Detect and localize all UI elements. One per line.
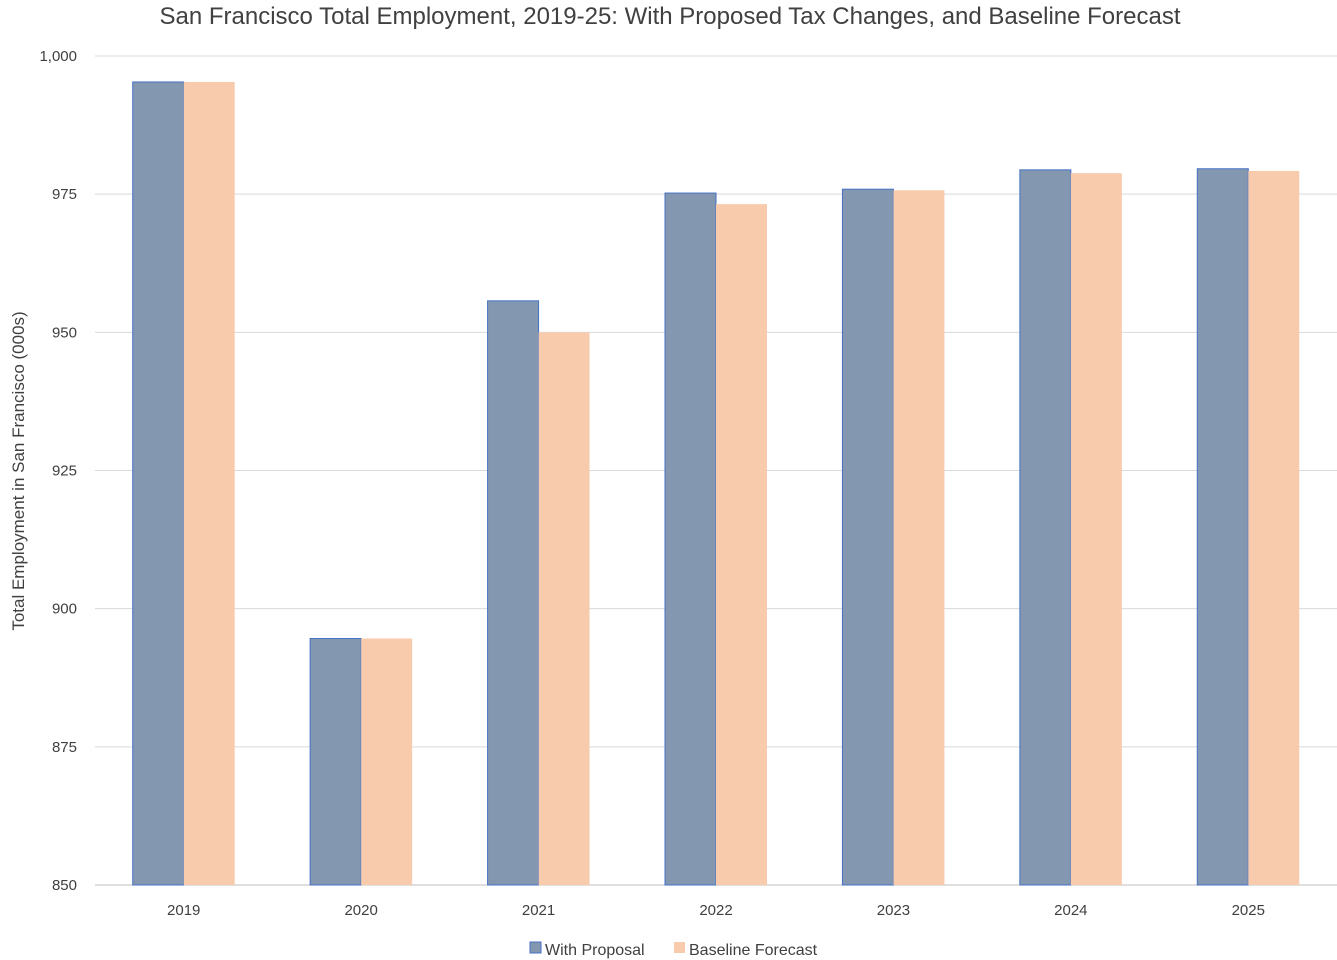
bar-baseline-forecast-2025 [1248, 170, 1300, 886]
bar-baseline-forecast-2021 [538, 332, 590, 885]
bar-with-proposal-2020 [309, 638, 362, 886]
legend-item-with-proposal: With Proposal [529, 941, 645, 959]
bars [132, 81, 1300, 886]
bar-baseline-forecast-2024 [1070, 173, 1122, 885]
y-tick-label: 925 [52, 463, 77, 480]
bar-with-proposal-2024 [1019, 169, 1072, 886]
x-tick-label: 2022 [699, 902, 732, 919]
bar-baseline-forecast-2019 [183, 81, 235, 885]
y-tick-label: 975 [52, 186, 77, 203]
y-tick-label: 850 [52, 877, 77, 894]
legend-item-baseline-forecast: Baseline Forecast [674, 942, 818, 959]
bar-with-proposal-2022 [664, 192, 717, 886]
legend-swatch [674, 942, 685, 953]
bar-with-proposal-2019 [132, 81, 185, 886]
legend-swatch [529, 941, 542, 954]
y-tick-label: 875 [52, 739, 77, 756]
x-tick-label: 2019 [167, 902, 200, 919]
bar-with-proposal-2023 [841, 188, 894, 886]
x-tick-label: 2020 [344, 902, 377, 919]
bar-with-proposal-2021 [487, 300, 540, 886]
legend-label: With Proposal [545, 942, 645, 959]
x-tick-label: 2021 [522, 902, 555, 919]
x-tick-label: 2024 [1054, 902, 1087, 919]
y-tick-label: 900 [52, 601, 77, 618]
bar-with-proposal-2025 [1196, 168, 1249, 886]
y-tick-label: 950 [52, 324, 77, 341]
x-tick-label: 2025 [1232, 902, 1265, 919]
bar-baseline-forecast-2023 [893, 190, 945, 886]
y-axis-label: Total Employment in San Francisco (000s) [9, 311, 28, 630]
bar-baseline-forecast-2020 [361, 638, 413, 885]
y-axis-ticks: 850 875 900 925 950 975 1,000 [39, 48, 77, 894]
x-axis-ticks: 2019 2020 2021 2022 2023 2024 2025 [167, 902, 1265, 919]
chart-title: San Francisco Total Employment, 2019-25:… [160, 3, 1181, 30]
y-tick-label: 1,000 [39, 48, 77, 65]
legend: With Proposal Baseline Forecast [529, 941, 818, 959]
bar-baseline-forecast-2022 [716, 204, 767, 885]
legend-label: Baseline Forecast [689, 942, 818, 959]
x-tick-label: 2023 [877, 902, 910, 919]
